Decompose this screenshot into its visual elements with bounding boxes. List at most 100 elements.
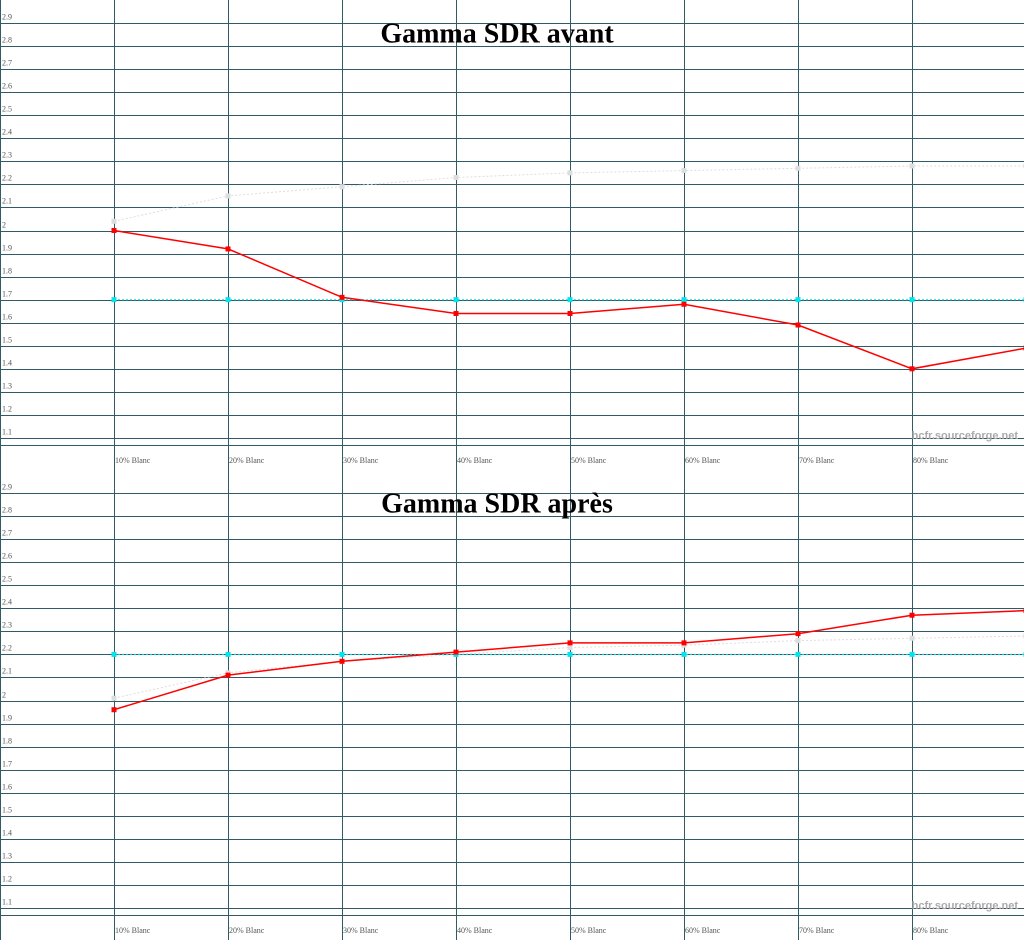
y-tick-label: 1.5 bbox=[2, 805, 12, 814]
y-tick-label: 1.9 bbox=[2, 243, 12, 252]
y-tick-label: 1.2 bbox=[2, 404, 12, 413]
point bbox=[795, 631, 801, 637]
y-tick-label: 2.9 bbox=[2, 12, 12, 21]
y-tick-label: 2 bbox=[2, 220, 6, 229]
point bbox=[567, 297, 573, 303]
y-tick-label: 2.3 bbox=[2, 620, 12, 629]
point bbox=[111, 695, 117, 701]
y-tick-label: 1.1 bbox=[2, 897, 12, 906]
point bbox=[795, 651, 801, 657]
x-tick-label: 30% Blanc bbox=[343, 926, 379, 935]
point bbox=[567, 170, 573, 176]
point bbox=[339, 294, 345, 300]
point bbox=[909, 163, 915, 169]
y-tick-label: 2.1 bbox=[2, 666, 12, 675]
point bbox=[225, 297, 231, 303]
point bbox=[681, 168, 687, 174]
point bbox=[795, 297, 801, 303]
x-tick-label: 70% Blanc bbox=[799, 456, 835, 465]
y-tick-label: 2.8 bbox=[2, 35, 12, 44]
y-tick-label: 2.5 bbox=[2, 574, 12, 583]
y-tick-label: 2 bbox=[2, 690, 6, 699]
y-tick-label: 1.8 bbox=[2, 266, 12, 275]
point bbox=[339, 651, 345, 657]
y-tick-label: 2.7 bbox=[2, 528, 12, 537]
point bbox=[225, 651, 231, 657]
watermark: hcfr.sourceforge.net bbox=[912, 900, 1019, 912]
x-tick-label: 50% Blanc bbox=[571, 926, 607, 935]
x-tick-label: 40% Blanc bbox=[457, 926, 493, 935]
point bbox=[795, 165, 801, 171]
y-tick-label: 1.1 bbox=[2, 427, 12, 436]
x-tick-label: 20% Blanc bbox=[229, 926, 265, 935]
point bbox=[453, 297, 459, 303]
point bbox=[453, 310, 459, 316]
y-tick-label: 2.5 bbox=[2, 104, 12, 113]
y-tick-label: 1.4 bbox=[2, 358, 12, 367]
x-tick-label: 80% Blanc bbox=[913, 456, 949, 465]
y-tick-label: 2.6 bbox=[2, 551, 12, 560]
point bbox=[567, 651, 573, 657]
point bbox=[225, 246, 231, 252]
series-line bbox=[113, 609, 1024, 711]
y-tick-label: 1.2 bbox=[2, 874, 12, 883]
y-tick-label: 2.4 bbox=[2, 127, 12, 136]
y-tick-label: 2.3 bbox=[2, 150, 12, 159]
x-tick-label: 40% Blanc bbox=[457, 456, 493, 465]
x-tick-label: 30% Blanc bbox=[343, 456, 379, 465]
y-tick-label: 1.9 bbox=[2, 713, 12, 722]
point bbox=[909, 297, 915, 303]
point bbox=[795, 638, 801, 644]
chart-title: Gamma SDR avant bbox=[380, 18, 614, 49]
y-tick-label: 2.9 bbox=[2, 482, 12, 491]
point bbox=[909, 635, 915, 641]
chart-title: Gamma SDR après bbox=[381, 488, 613, 519]
point bbox=[681, 301, 687, 307]
y-tick-label: 1.6 bbox=[2, 312, 12, 321]
x-tick-label: 60% Blanc bbox=[685, 926, 721, 935]
x-tick-label: 10% Blanc bbox=[115, 926, 151, 935]
x-tick-label: 20% Blanc bbox=[229, 456, 265, 465]
point bbox=[453, 174, 459, 180]
y-tick-label: 2.4 bbox=[2, 597, 12, 606]
point bbox=[681, 640, 687, 646]
y-tick-label: 1.7 bbox=[2, 759, 12, 768]
y-tick-label: 1.8 bbox=[2, 736, 12, 745]
y-tick-label: 1.3 bbox=[2, 851, 12, 860]
point bbox=[339, 184, 345, 190]
y-tick-label: 2.7 bbox=[2, 58, 12, 67]
point bbox=[909, 651, 915, 657]
point bbox=[225, 193, 231, 199]
x-tick-label: 60% Blanc bbox=[685, 456, 721, 465]
point bbox=[795, 322, 801, 328]
y-tick-label: 2.1 bbox=[2, 196, 12, 205]
y-tick-label: 2.2 bbox=[2, 643, 12, 652]
point bbox=[111, 651, 117, 657]
y-tick-label: 2.6 bbox=[2, 81, 12, 90]
point bbox=[111, 218, 117, 224]
point bbox=[567, 640, 573, 646]
x-tick-label: 10% Blanc bbox=[115, 456, 151, 465]
point bbox=[681, 651, 687, 657]
point bbox=[909, 612, 915, 618]
y-tick-label: 2.2 bbox=[2, 173, 12, 182]
point bbox=[339, 658, 345, 664]
point bbox=[909, 366, 915, 372]
point bbox=[453, 649, 459, 655]
point bbox=[681, 297, 687, 303]
x-tick-label: 80% Blanc bbox=[913, 926, 949, 935]
point bbox=[111, 228, 117, 233]
y-tick-label: 1.5 bbox=[2, 335, 12, 344]
point bbox=[567, 310, 573, 316]
watermark: hcfr.sourceforge.net bbox=[912, 430, 1019, 442]
y-tick-label: 1.7 bbox=[2, 289, 12, 298]
y-tick-label: 2.8 bbox=[2, 505, 12, 514]
y-tick-label: 1.4 bbox=[2, 828, 12, 837]
y-tick-label: 1.6 bbox=[2, 782, 12, 791]
x-tick-label: 70% Blanc bbox=[799, 926, 835, 935]
y-tick-label: 1.3 bbox=[2, 381, 12, 390]
point bbox=[111, 297, 117, 303]
point bbox=[567, 644, 573, 650]
point bbox=[111, 707, 117, 713]
